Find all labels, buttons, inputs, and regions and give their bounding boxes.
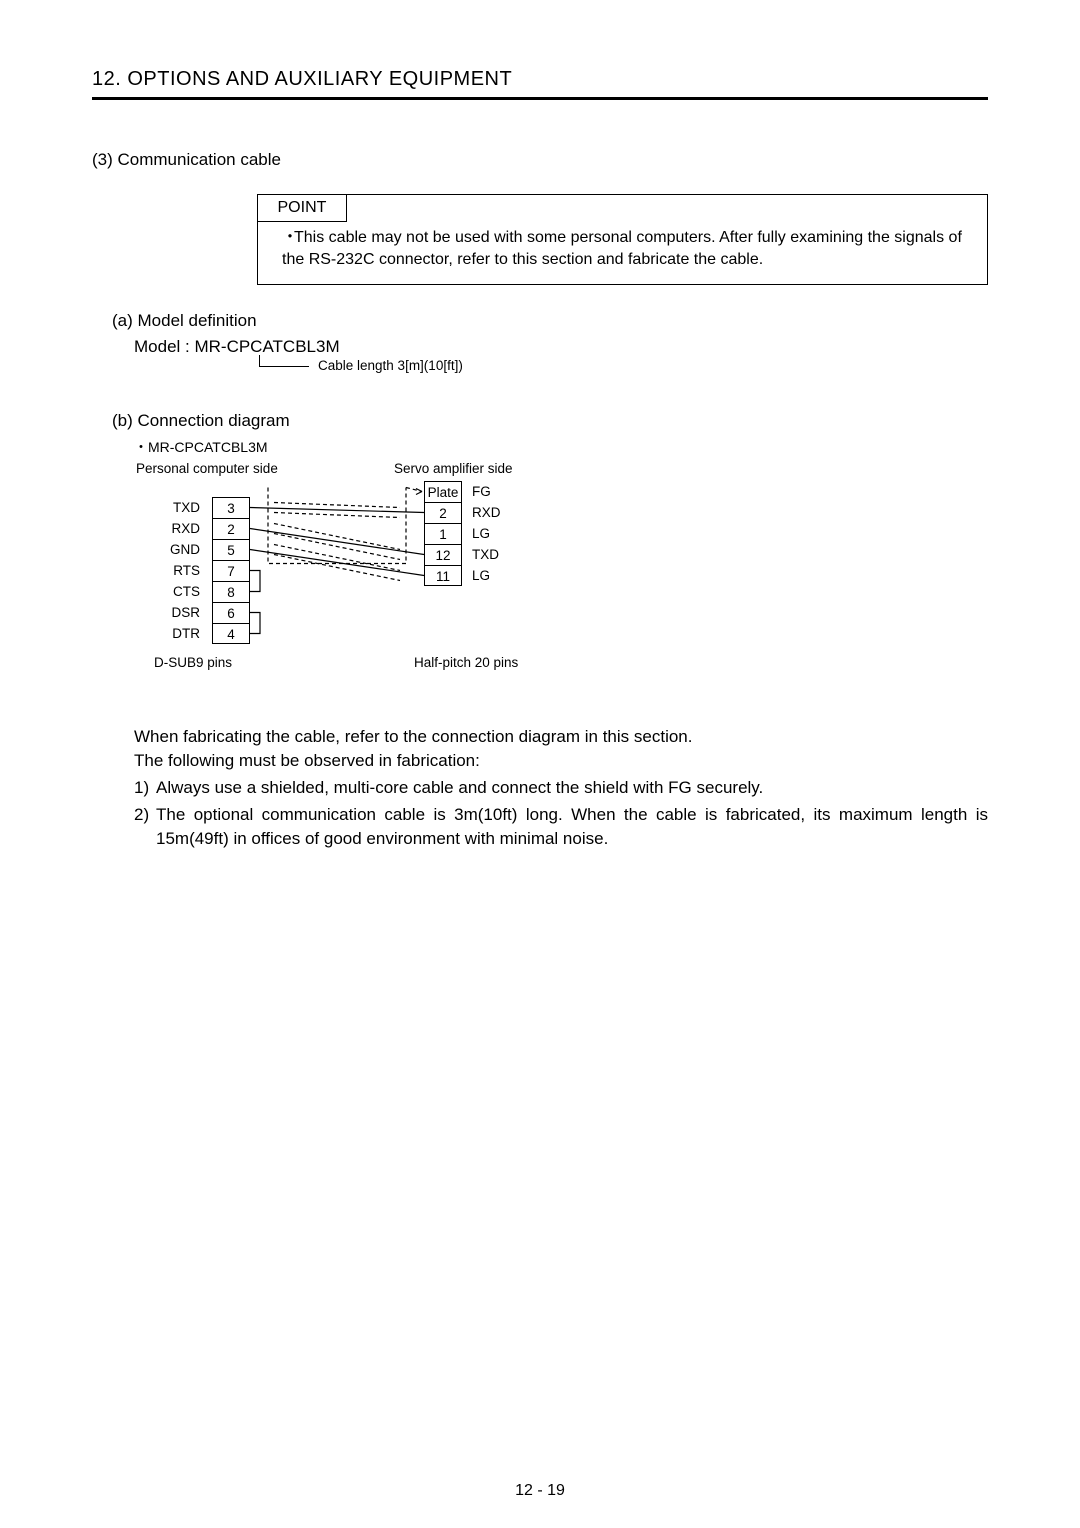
pin-cell: 11 bbox=[425, 566, 461, 587]
pin-cell: 2 bbox=[213, 519, 249, 540]
pin-cell: 1 bbox=[425, 524, 461, 545]
subsection-a: (a) Model definition bbox=[112, 311, 988, 331]
fabrication-notes: When fabricating the cable, refer to the… bbox=[134, 725, 988, 852]
callout: Cable length 3[m](10[ft]) bbox=[262, 359, 988, 389]
callout-elbow-icon bbox=[259, 355, 309, 367]
model-line: Model : MR-CPCATCBL3M bbox=[134, 337, 988, 357]
left-signal-labels: TXDRXDGNDRTSCTSDSRDTR bbox=[160, 497, 206, 644]
diagram-footer-left: D-SUB9 pins bbox=[154, 655, 232, 670]
point-label: POINT bbox=[257, 194, 348, 222]
point-box: POINT ・This cable may not be used with s… bbox=[257, 194, 988, 285]
diagram-footer-right: Half-pitch 20 pins bbox=[414, 655, 518, 670]
fab-para-2: The following must be observed in fabric… bbox=[134, 749, 988, 774]
chapter-rule bbox=[92, 97, 988, 100]
item-text: Always use a shielded, multi-core cable … bbox=[156, 776, 988, 801]
pin-cell: 8 bbox=[213, 582, 249, 603]
signal-label: CTS bbox=[160, 581, 206, 602]
signal-label: LG bbox=[466, 565, 512, 586]
pin-cell: 6 bbox=[213, 603, 249, 624]
callout-text: Cable length 3[m](10[ft]) bbox=[318, 358, 463, 373]
pin-cell: 2 bbox=[425, 503, 461, 524]
diagram-header-right: Servo amplifier side bbox=[394, 461, 513, 476]
item-text: The optional communication cable is 3m(1… bbox=[156, 803, 988, 852]
pin-cell: 4 bbox=[213, 624, 249, 645]
connection-diagram: Personal computer side Servo amplifier s… bbox=[134, 461, 574, 691]
diagram-label: ・MR-CPCATCBL3M bbox=[134, 437, 988, 457]
point-text: This cable may not be used with some per… bbox=[282, 229, 962, 268]
bullet-icon: ・ bbox=[282, 227, 294, 249]
signal-label: DTR bbox=[160, 623, 206, 644]
signal-label: DSR bbox=[160, 602, 206, 623]
pin-cell: 5 bbox=[213, 540, 249, 561]
fab-item-2: 2) The optional communication cable is 3… bbox=[134, 803, 988, 852]
subsection-b: (b) Connection diagram bbox=[112, 411, 988, 431]
section-heading: (3) Communication cable bbox=[92, 150, 988, 170]
point-body: ・This cable may not be used with some pe… bbox=[272, 227, 973, 272]
item-number: 1) bbox=[134, 776, 156, 801]
signal-label: RXD bbox=[466, 502, 512, 523]
pin-cell: Plate bbox=[425, 482, 461, 503]
fab-para-1: When fabricating the cable, refer to the… bbox=[134, 725, 988, 750]
item-number: 2) bbox=[134, 803, 156, 852]
signal-label: FG bbox=[466, 481, 512, 502]
chapter-title: 12. OPTIONS AND AUXILIARY EQUIPMENT bbox=[92, 68, 988, 97]
signal-label: TXD bbox=[160, 497, 206, 518]
pin-cell: 12 bbox=[425, 545, 461, 566]
fab-item-1: 1) Always use a shielded, multi-core cab… bbox=[134, 776, 988, 801]
pin-cell: 3 bbox=[213, 498, 249, 519]
signal-label: RXD bbox=[160, 518, 206, 539]
signal-label: GND bbox=[160, 539, 206, 560]
signal-label: RTS bbox=[160, 560, 206, 581]
left-pin-column: 3257864 bbox=[212, 497, 250, 644]
signal-label: TXD bbox=[466, 544, 512, 565]
signal-label: LG bbox=[466, 523, 512, 544]
right-signal-labels: FGRXDLGTXDLG bbox=[466, 481, 512, 586]
pin-cell: 7 bbox=[213, 561, 249, 582]
right-pin-column: Plate211211 bbox=[424, 481, 462, 586]
page-number: 12 - 19 bbox=[0, 1482, 1080, 1500]
diagram-header-left: Personal computer side bbox=[136, 461, 278, 476]
